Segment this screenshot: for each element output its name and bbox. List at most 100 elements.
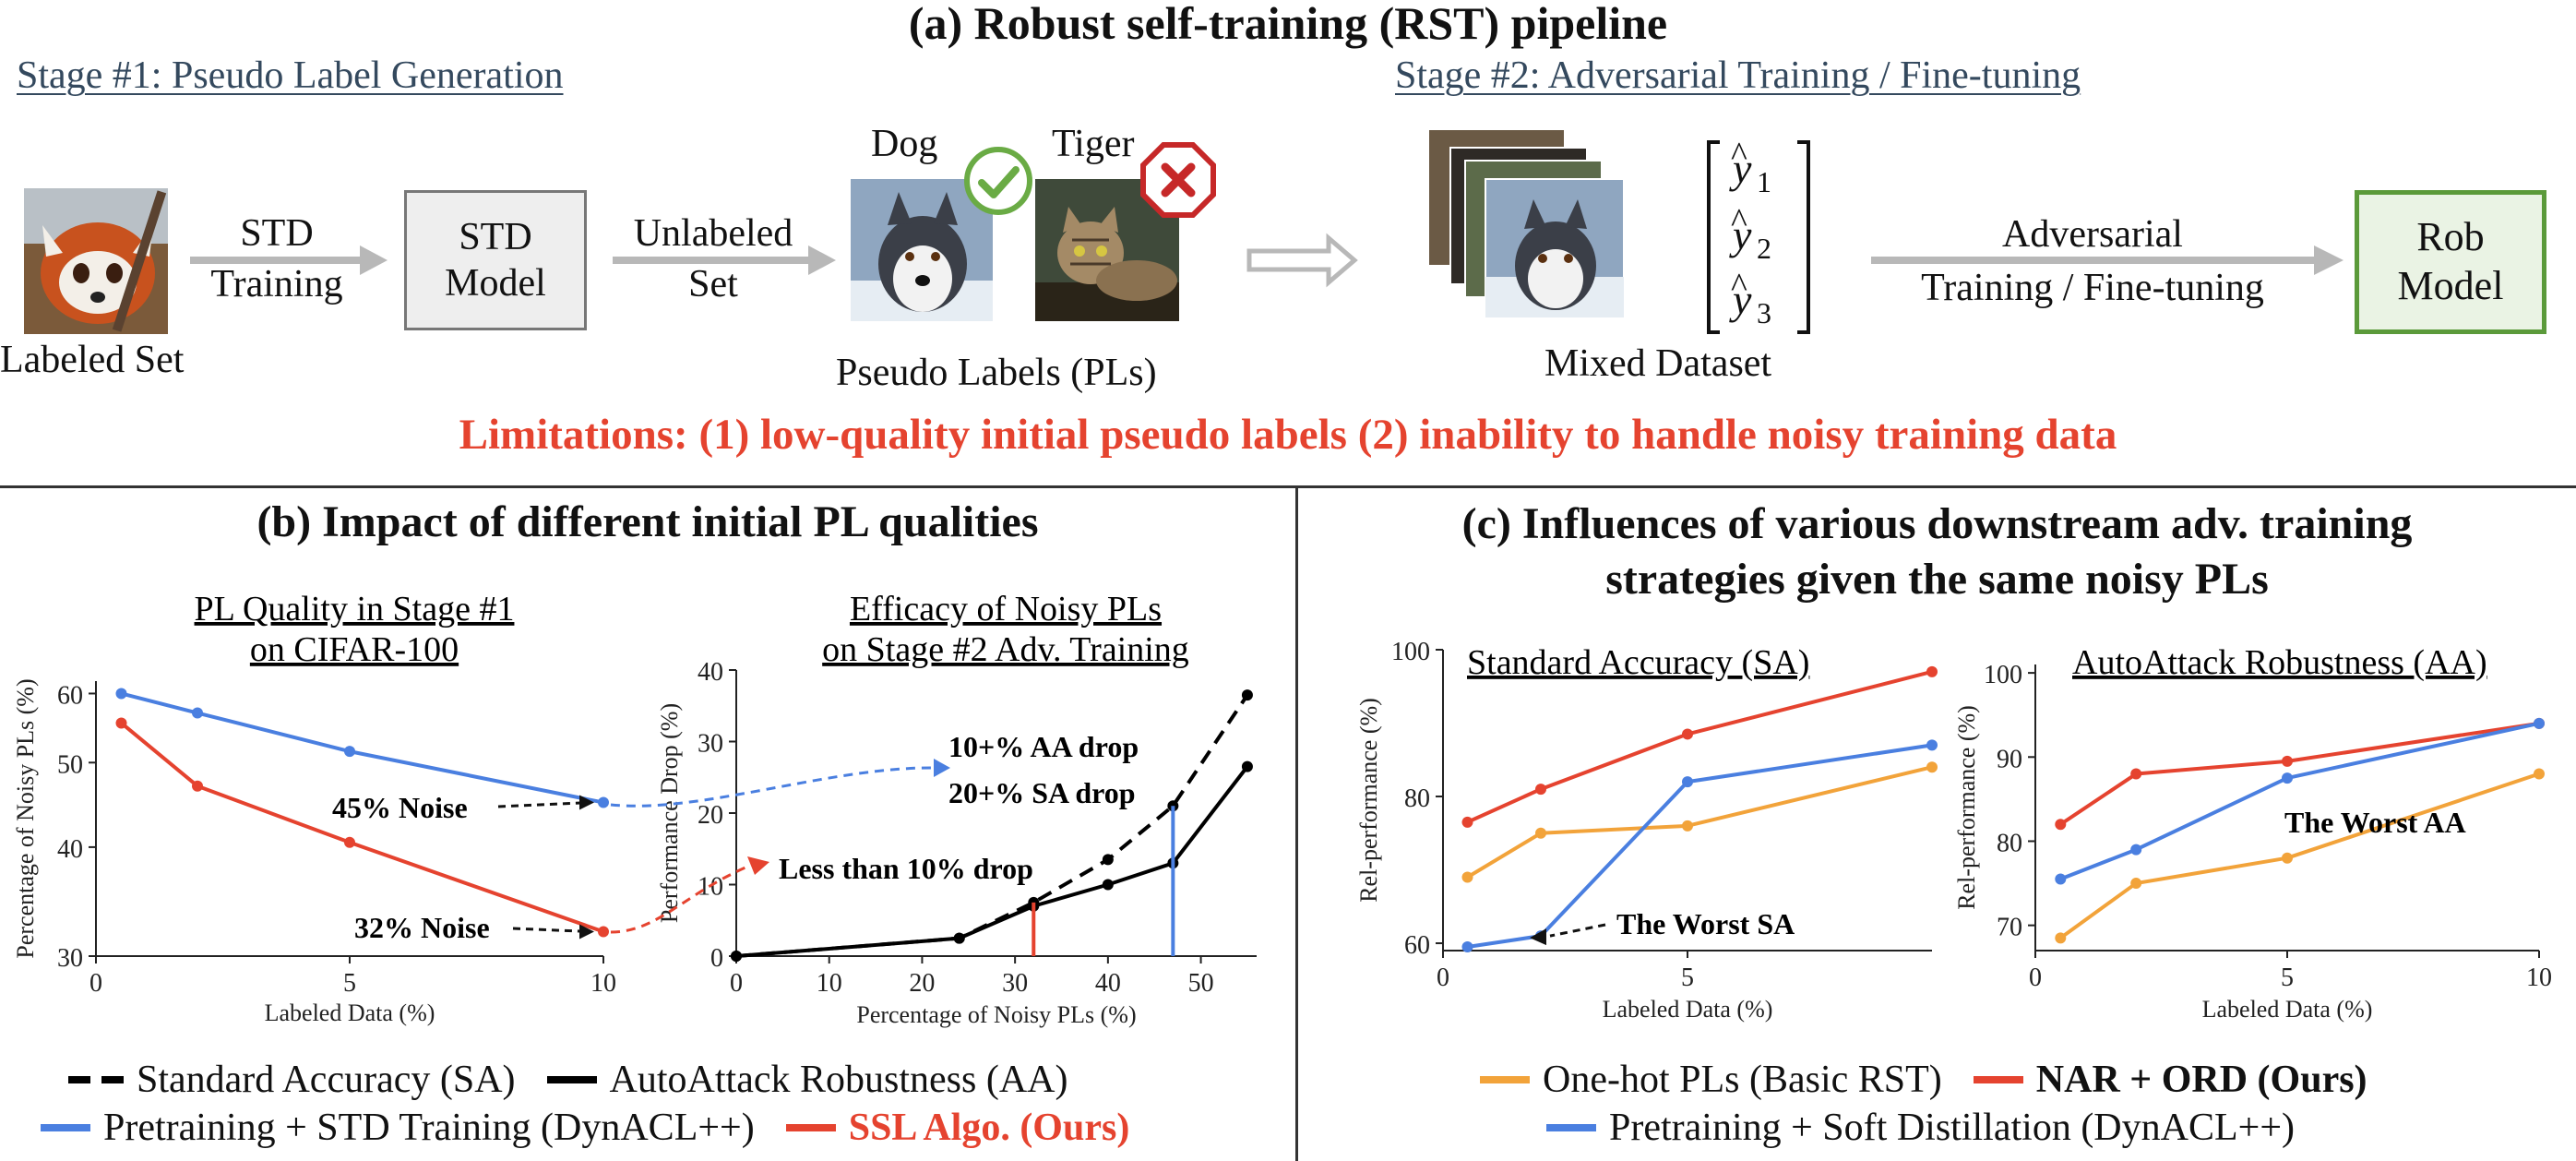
data-point [2130, 878, 2142, 890]
labeled-set-label: Labeled Set [0, 339, 185, 381]
legend-ssl: SSL Algo. (Ours) [785, 1106, 1129, 1150]
std-training-label: STD Training [199, 209, 354, 309]
data-point [115, 688, 127, 700]
data-point [2130, 844, 2142, 856]
cross-icon [1140, 142, 1216, 218]
arrow-head [579, 924, 594, 940]
data-point [2282, 852, 2293, 864]
svg-text:y: y [1729, 145, 1752, 192]
data-point [2534, 717, 2545, 729]
series-line-0 [735, 694, 1249, 958]
yhat-vector: y^ 1 y^ 2 y^ 3 [1707, 138, 1810, 334]
x-tick-label: 10 [2526, 964, 2552, 992]
adv-training-line1: Adversarial [2002, 213, 2183, 256]
series-line-2 [1467, 743, 1933, 950]
annotation-45-noise: 45% Noise [332, 791, 468, 824]
connector-blue [610, 766, 938, 808]
data-point [1926, 665, 1938, 677]
chart-autoattack-robustness: 0 5 10 70 80 90 100 Labeled Data (%) Rel-perform… [1953, 643, 2552, 1023]
x-tick-label: 0 [730, 969, 743, 998]
y-tick-label: 40 [57, 835, 83, 864]
data-point [192, 780, 203, 792]
series-line-0 [1466, 765, 1933, 880]
data-point [1926, 761, 1938, 773]
pseudo-labels-label: Pseudo Labels (PLs) [836, 352, 1157, 394]
pipeline-arrows [190, 233, 2343, 288]
series-line-2 [2059, 721, 2540, 881]
y-tick-label: 40 [698, 658, 723, 687]
data-point [2534, 768, 2545, 780]
panel-c-title-line1: (c) Influences of various downstream adv… [1461, 499, 2413, 548]
x-axis-label: Percentage of Noisy PLs (%) [856, 1001, 1136, 1028]
x-tick-label: 5 [1681, 964, 1694, 992]
unlabeled-line2: Set [688, 262, 738, 305]
series-line-1 [2059, 721, 2540, 826]
rob-model-line2: Model [2397, 263, 2504, 308]
x-tick-label: 0 [2029, 964, 2042, 992]
y-axis-label: Rel-performance (%) [1953, 705, 1980, 910]
legend-pretrain: Pretraining + STD Training (DynACL++) [41, 1106, 755, 1150]
y-tick-label: 0 [710, 944, 723, 973]
y-tick-label: 70 [1997, 914, 2022, 942]
y-tick-label: 30 [698, 730, 723, 759]
adv-training-line2: Training / Fine-tuning [1921, 266, 2264, 309]
legend-c-row2: Pretraining + Soft Distillation (DynACL+… [1546, 1106, 2326, 1150]
y-tick-label: 90 [1997, 745, 2022, 773]
legend-c-row1: One-hot PLs (Basic RST) NAR + ORD (Ours) [1480, 1058, 2399, 1102]
panel-b-title: (b) Impact of different initial PL quali… [256, 497, 1039, 546]
data-point [1102, 854, 1114, 866]
y-tick-label: 60 [1404, 931, 1430, 960]
panel-a-title: (a) Robust self-training (RST) pipeline [908, 0, 1668, 49]
annotation-aa-drop: 10+% AA drop [948, 730, 1139, 763]
x-axis-label: Labeled Data (%) [265, 999, 435, 1026]
data-point [1535, 827, 1546, 839]
chart-b2-title-2: on Stage #2 Adv. Training [822, 630, 1189, 669]
annotation-less-10: Less than 10% drop [779, 852, 1033, 885]
annotation-arrow [512, 927, 591, 934]
data-point [1241, 760, 1253, 772]
arrow-head [1530, 928, 1546, 946]
x-tick-label: 5 [343, 969, 356, 998]
data-point [1535, 784, 1546, 796]
data-point [1682, 728, 1693, 740]
connector-red [610, 866, 746, 934]
data-point [2055, 819, 2067, 831]
y-axis-label: Percentage of Noisy PLs (%) [12, 678, 39, 958]
connector-blue-head [934, 759, 950, 777]
data-point [598, 926, 609, 938]
x-tick-label: 50 [1188, 969, 1214, 998]
chart-pl-quality: 0 5 10 30 40 50 60 Labeled Data (%) Percentage o… [12, 590, 616, 1026]
legend-soft: Pretraining + Soft Distillation (DynACL+… [1546, 1106, 2295, 1150]
legend-sa: Standard Accuracy (SA) [68, 1058, 516, 1102]
data-point [2282, 755, 2293, 767]
data-point [731, 951, 742, 962]
x-tick-label: 30 [1002, 969, 1028, 998]
std-model-box: STD Model [404, 190, 587, 330]
std-training-line1: STD [240, 212, 314, 255]
svg-text:^: ^ [1731, 202, 1747, 241]
legend-onehot: One-hot PLs (Basic RST) [1480, 1058, 1942, 1102]
x-tick-label: 5 [2281, 964, 2294, 992]
legend-b-row1: Standard Accuracy (SA) AutoAttack Robust… [68, 1058, 1099, 1102]
std-model-line1: STD [459, 215, 532, 258]
labeled-image [24, 188, 168, 334]
chart-c2-title: AutoAttack Robustness (AA) [2072, 643, 2487, 682]
y-tick-label: 30 [57, 944, 83, 973]
data-point [115, 717, 127, 729]
x-tick-label: 20 [909, 969, 935, 998]
horizontal-divider [0, 485, 2576, 488]
mixed-dataset-images [1427, 128, 1659, 332]
chart-standard-accuracy: 0 5 60 80 100 Labeled Data (%) Rel-performance… [1355, 638, 1938, 1023]
svg-text:y: y [1729, 276, 1752, 323]
annotation-sa-drop: 20+% SA drop [948, 776, 1136, 809]
data-point [1461, 871, 1473, 883]
y-axis-label: Performance Drop (%) [656, 703, 683, 923]
vertical-divider [1295, 485, 1298, 1161]
y-axis-label: Rel-performance (%) [1355, 698, 1382, 903]
stage1-label: Stage #1: Pseudo Label Generation [17, 54, 564, 97]
y-tick-label: 60 [57, 681, 83, 710]
annotation-arrow [1549, 923, 1606, 938]
series-line-0 [2059, 772, 2540, 940]
chart-b1-title-2: on CIFAR-100 [250, 630, 459, 669]
series-line-1 [1466, 669, 1933, 824]
